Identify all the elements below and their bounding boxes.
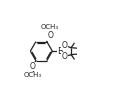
Text: O: O [62, 41, 68, 50]
Text: OCH₃: OCH₃ [24, 72, 42, 78]
Text: O: O [30, 62, 35, 71]
Text: B: B [57, 47, 63, 56]
Text: O: O [47, 31, 53, 40]
Text: OCH₃: OCH₃ [41, 24, 59, 30]
Text: O: O [62, 52, 68, 61]
